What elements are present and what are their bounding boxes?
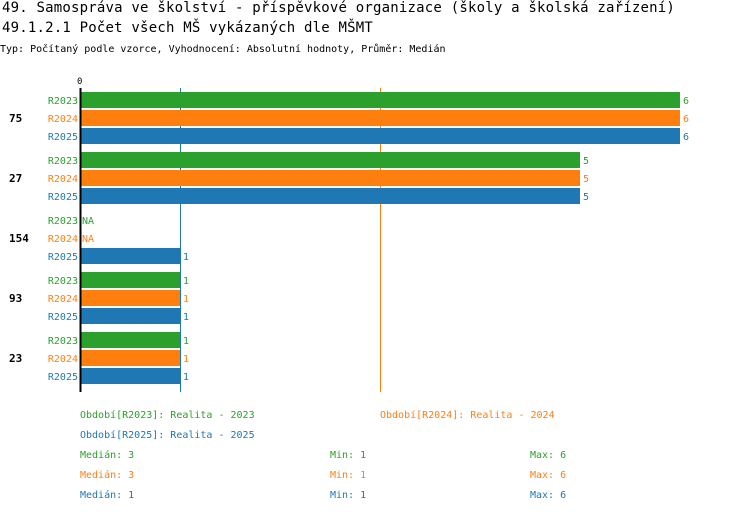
data-label: 6 xyxy=(683,96,689,107)
category-label: 154 xyxy=(9,232,29,245)
data-label: 6 xyxy=(683,132,689,143)
stat-median: Medián: 3 xyxy=(80,449,134,461)
data-label: 1 xyxy=(183,372,189,383)
stat-median: Medián: 1 xyxy=(80,489,134,501)
stat-max: Max: 6 xyxy=(530,470,566,481)
bar-r2025 xyxy=(80,248,180,264)
series-label-r2024: R2024 xyxy=(48,174,78,185)
page-title: 49. Samospráva ve školství - příspěvkové… xyxy=(2,0,676,16)
data-label: 5 xyxy=(583,174,589,185)
data-label: 6 xyxy=(683,114,689,125)
stat-max: Max: 6 xyxy=(530,450,566,461)
bar-r2023 xyxy=(80,332,180,348)
legend-entry: Období[R2024]: Realita - 2024 xyxy=(380,409,555,421)
series-label-r2023: R2023 xyxy=(48,216,78,227)
category-label: 23 xyxy=(9,352,22,365)
series-label-r2025: R2025 xyxy=(48,372,78,383)
bar-r2023 xyxy=(80,152,580,168)
data-label: 1 xyxy=(183,354,189,365)
series-label-r2024: R2024 xyxy=(48,294,78,305)
bar-r2024 xyxy=(80,110,680,126)
stat-min: Min: 1 xyxy=(330,470,366,481)
bar-r2023 xyxy=(80,92,680,108)
bar-r2025 xyxy=(80,188,580,204)
category-label: 75 xyxy=(9,112,22,125)
data-label: 1 xyxy=(183,276,189,287)
series-label-r2024: R2024 xyxy=(48,114,78,125)
series-label-r2024: R2024 xyxy=(48,234,78,245)
legend-entry: Období[R2023]: Realita - 2023 xyxy=(80,409,255,421)
category-label: 27 xyxy=(9,172,22,185)
chart-type-line: Typ: Počítaný podle vzorce, Vyhodnocení:… xyxy=(0,44,446,55)
series-label-r2025: R2025 xyxy=(48,312,78,323)
legend-entry: Období[R2025]: Realita - 2025 xyxy=(80,429,255,441)
series-label-r2023: R2023 xyxy=(48,276,78,287)
series-label-r2023: R2023 xyxy=(48,336,78,347)
data-label: 1 xyxy=(183,294,189,305)
axis-zero-label: 0 xyxy=(77,77,82,87)
stat-min: Min: 1 xyxy=(330,450,366,461)
series-label-r2024: R2024 xyxy=(48,354,78,365)
series-label-r2023: R2023 xyxy=(48,96,78,107)
bar-r2025 xyxy=(80,368,180,384)
bar-r2024 xyxy=(80,350,180,366)
stat-max: Max: 6 xyxy=(530,490,566,501)
bar-r2024 xyxy=(80,170,580,186)
data-label: 5 xyxy=(583,192,589,203)
stat-median: Medián: 3 xyxy=(80,469,134,481)
bar-r2025 xyxy=(80,128,680,144)
series-label-r2023: R2023 xyxy=(48,156,78,167)
data-label: NA xyxy=(82,216,94,227)
stat-min: Min: 1 xyxy=(330,490,366,501)
series-label-r2025: R2025 xyxy=(48,132,78,143)
bar-r2025 xyxy=(80,308,180,324)
bar-r2023 xyxy=(80,272,180,288)
category-label: 93 xyxy=(9,292,22,305)
data-label: 1 xyxy=(183,312,189,323)
data-label: 1 xyxy=(183,336,189,347)
data-label: NA xyxy=(82,234,94,245)
series-label-r2025: R2025 xyxy=(48,252,78,263)
data-label: 5 xyxy=(583,156,589,167)
chart-subtitle: 49.1.2.1 Počet všech MŠ vykázaných dle M… xyxy=(2,20,374,36)
bar-r2024 xyxy=(80,290,180,306)
series-label-r2025: R2025 xyxy=(48,192,78,203)
data-label: 1 xyxy=(183,252,189,263)
